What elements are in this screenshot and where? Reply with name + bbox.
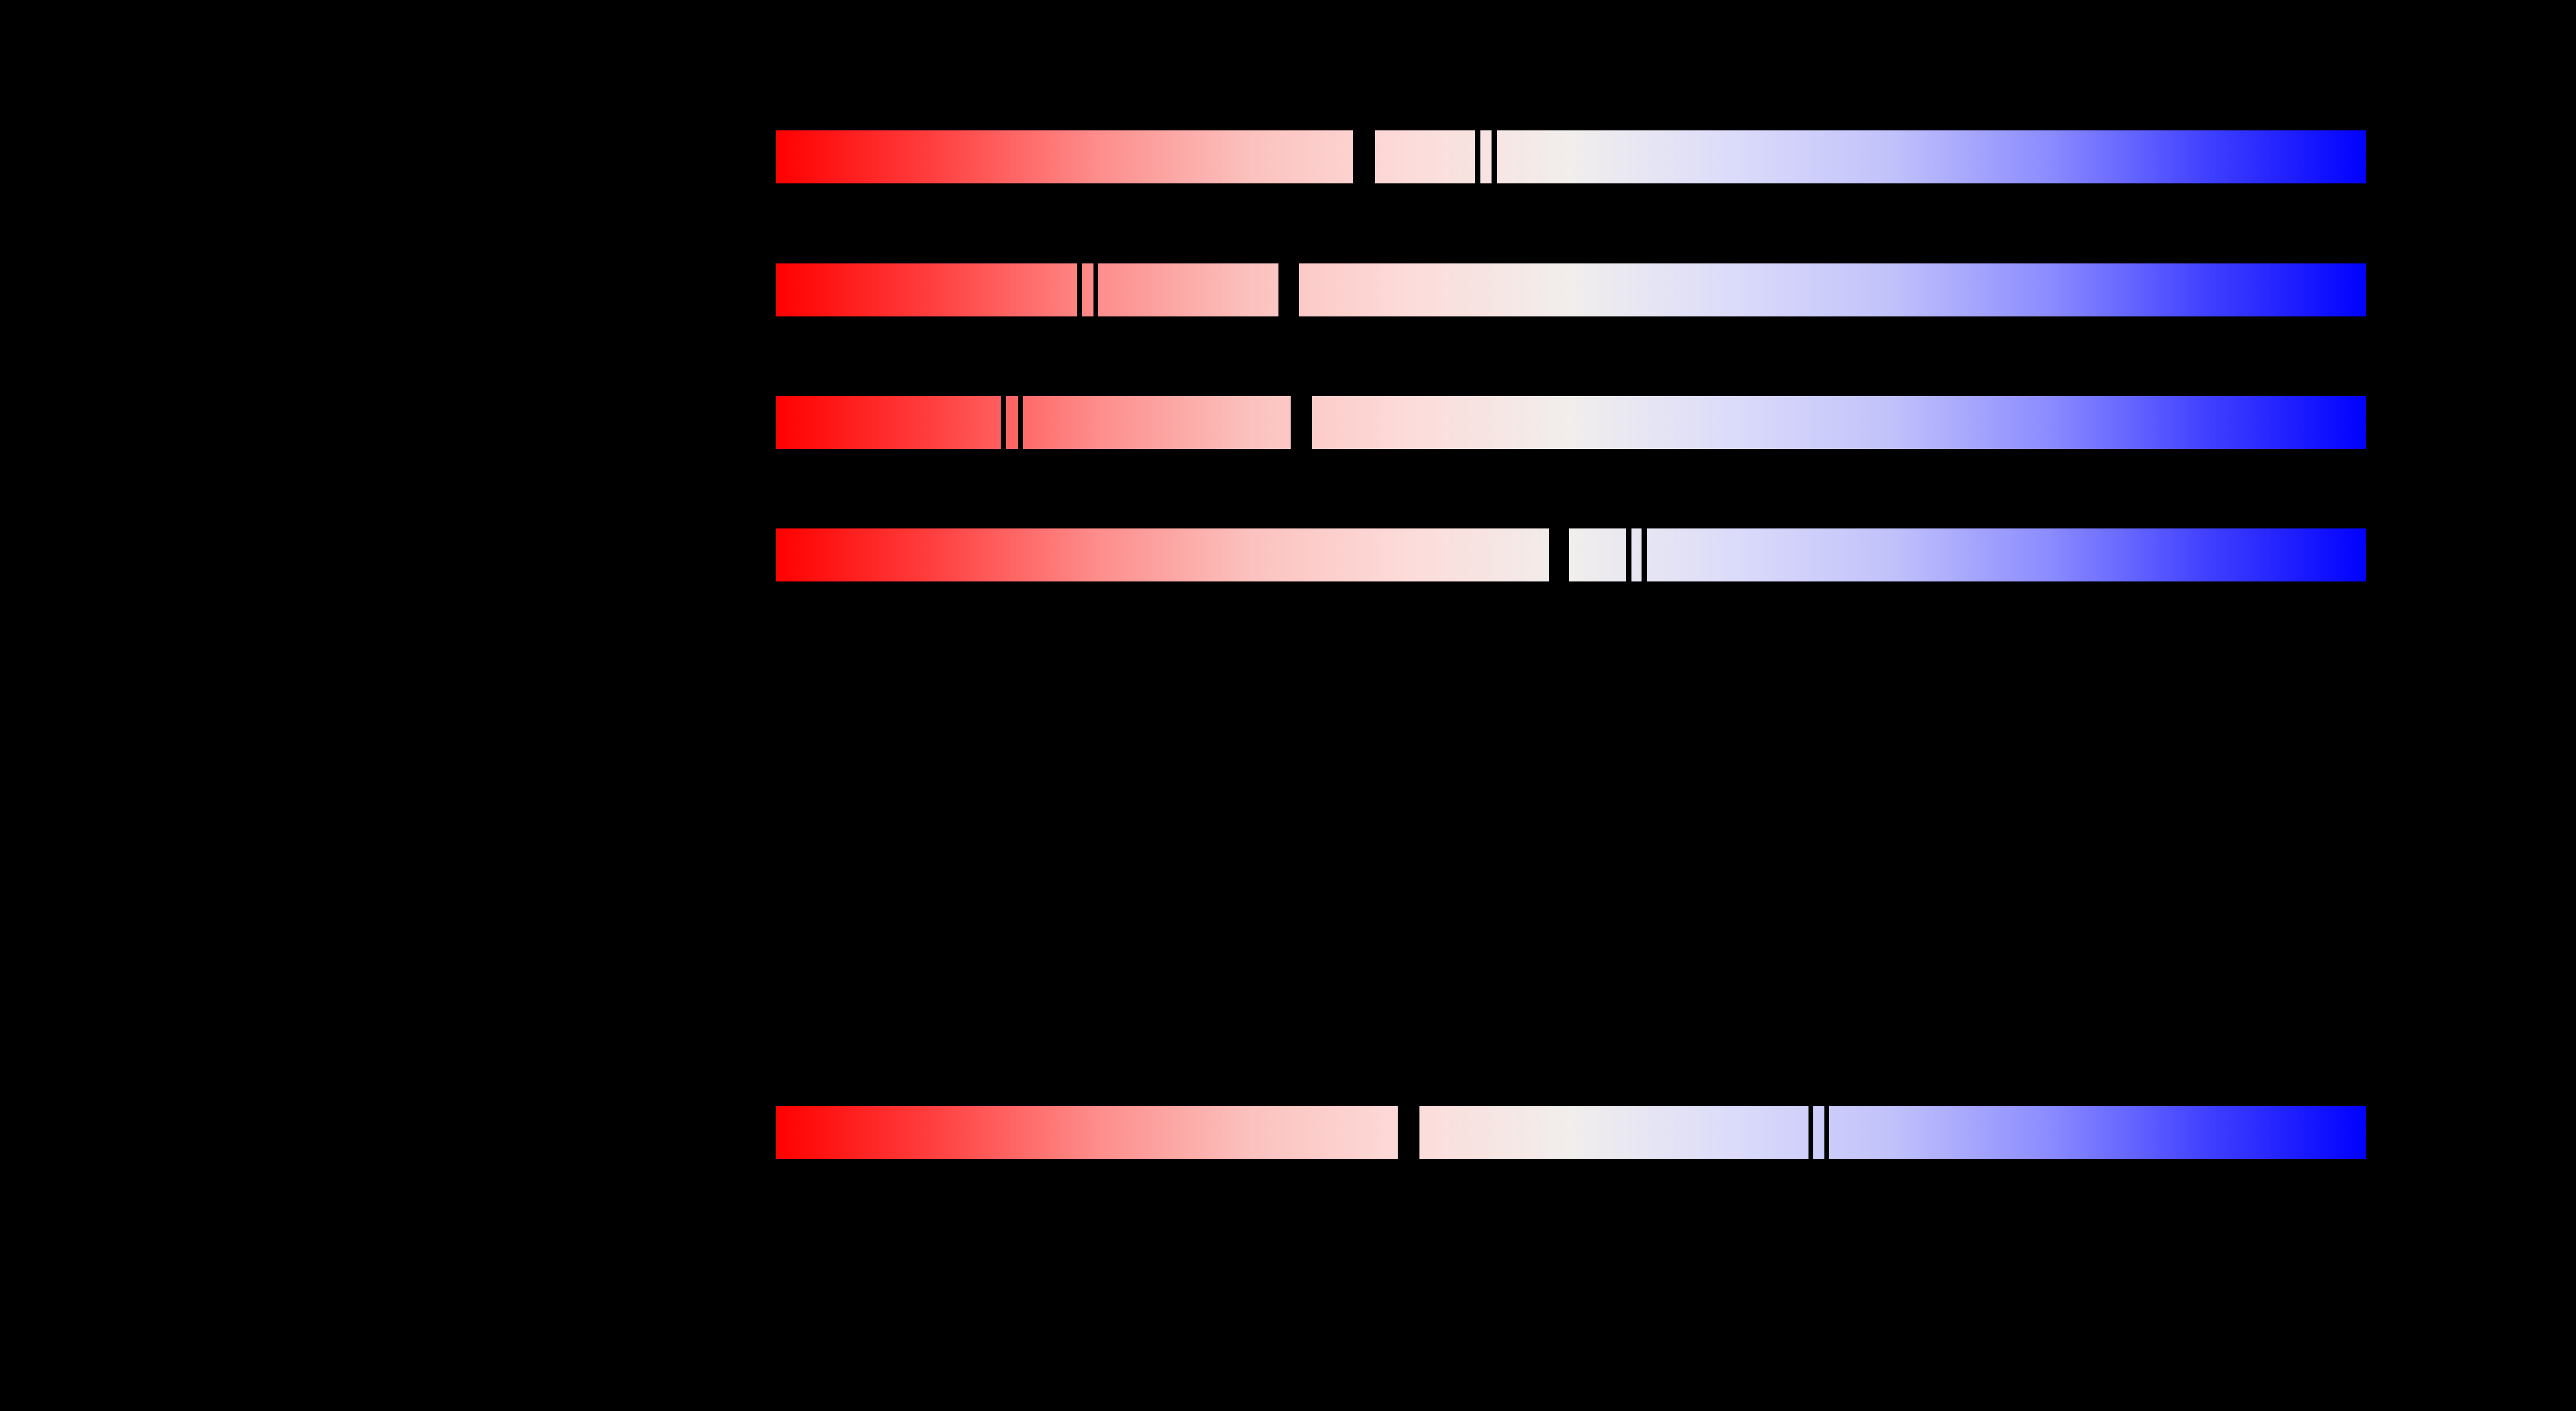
thin-marker-2	[1093, 262, 1099, 317]
thin-marker-2	[1824, 1106, 1829, 1160]
thin-marker-2	[1491, 129, 1497, 184]
thick-marker	[1278, 262, 1299, 317]
gradient-bar-row-2	[775, 262, 2366, 317]
thin-marker-1	[1475, 129, 1480, 184]
gradient-bar-row-3	[775, 395, 2366, 449]
thin-marker-1	[1000, 395, 1007, 449]
thick-marker	[1397, 1106, 1420, 1160]
thin-marker-1	[1808, 1106, 1813, 1160]
thick-marker	[1291, 395, 1312, 449]
gradient-bar-row-1	[775, 129, 2366, 184]
thin-marker-2	[1641, 527, 1647, 582]
gradient-bar-row-5	[775, 1106, 2366, 1160]
thin-marker-2	[1018, 395, 1023, 449]
thin-marker-1	[1626, 527, 1631, 582]
thick-marker	[1548, 527, 1569, 582]
gradient-bar-row-4	[775, 527, 2366, 582]
thin-marker-1	[1077, 262, 1082, 317]
thick-marker	[1353, 129, 1375, 184]
